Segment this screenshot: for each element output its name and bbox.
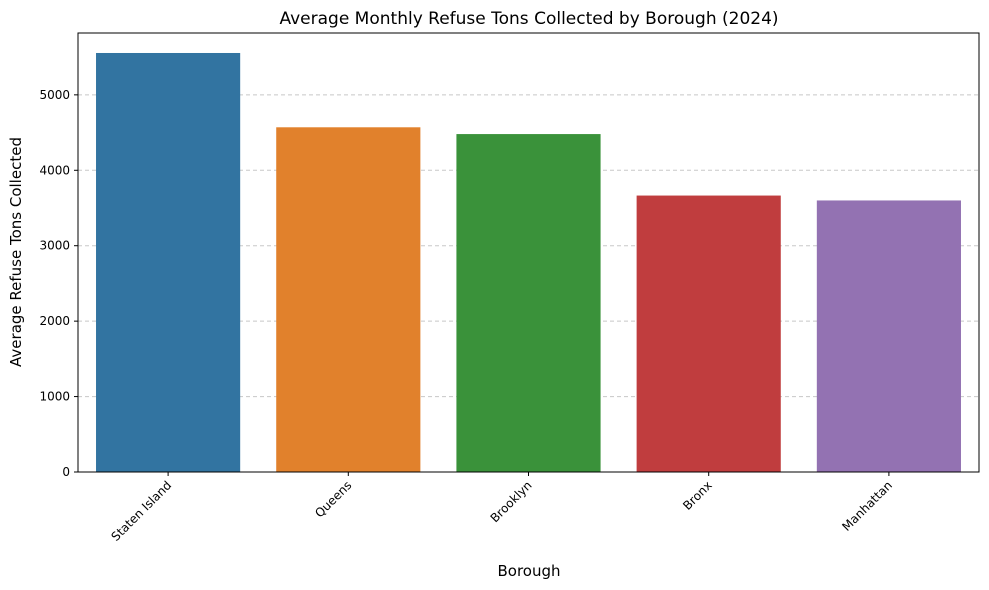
y-axis-label: Average Refuse Tons Collected xyxy=(7,137,25,367)
bar-brooklyn xyxy=(456,134,601,472)
y-tick-label: 2000 xyxy=(39,314,70,328)
x-tick-label: Brooklyn xyxy=(488,478,535,525)
y-tick-label: 0 xyxy=(62,465,70,479)
x-axis-ticks: Staten Island Queens Brooklyn Bronx Manhatta… xyxy=(109,472,895,544)
y-tick-label: 5000 xyxy=(39,88,70,102)
bar-bronx xyxy=(636,195,781,472)
x-tick-label: Queens xyxy=(312,478,354,520)
x-axis-label: Borough xyxy=(497,562,560,580)
x-tick-label: Staten Island xyxy=(109,478,175,544)
y-tick-label: 4000 xyxy=(39,163,70,177)
chart-title: Average Monthly Refuse Tons Collected by… xyxy=(279,9,778,29)
y-tick-label: 1000 xyxy=(39,390,70,404)
bar-queens xyxy=(276,127,421,473)
bar-staten-island xyxy=(96,52,241,472)
y-tick-label: 3000 xyxy=(39,239,70,253)
bars xyxy=(96,52,961,473)
y-axis-ticks: 0 1000 2000 3000 4000 5000 xyxy=(39,88,78,479)
x-tick-label: Manhattan xyxy=(839,478,895,534)
x-tick-label: Bronx xyxy=(680,478,715,513)
bar-manhattan xyxy=(816,200,961,472)
